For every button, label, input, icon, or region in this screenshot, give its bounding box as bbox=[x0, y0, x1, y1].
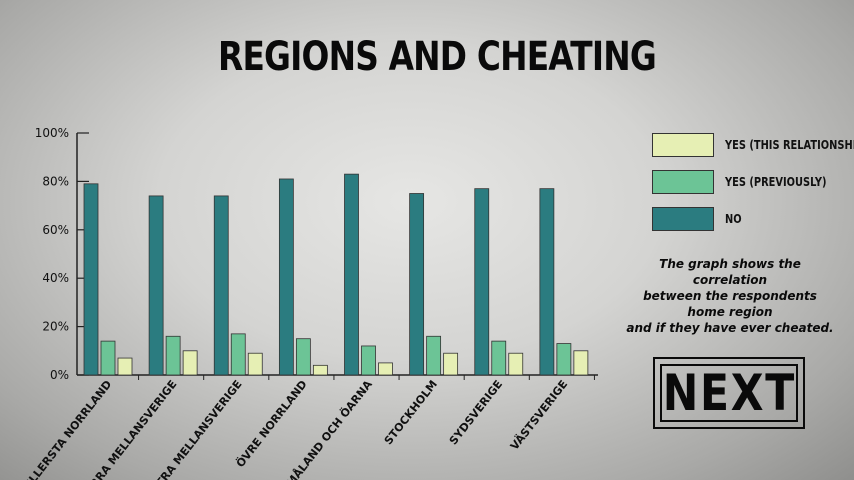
bar bbox=[312, 364, 328, 376]
next-button-label: NEXT bbox=[662, 364, 796, 422]
legend-item-no: NO bbox=[652, 201, 854, 237]
category-label: VÄSTSVERIGE bbox=[507, 377, 570, 452]
bar bbox=[426, 335, 442, 376]
legend-item-this-relationship: YES (THIS RELATIONSHIP) bbox=[652, 127, 854, 163]
bar bbox=[100, 340, 116, 376]
legend-swatch-previously bbox=[652, 170, 714, 194]
category-label: SYDSVERIGE bbox=[447, 378, 505, 448]
bar bbox=[508, 352, 524, 376]
bar bbox=[182, 350, 198, 376]
legend-swatch-no bbox=[652, 207, 714, 231]
legend-label-this-relationship: YES (THIS RELATIONSHIP) bbox=[725, 138, 854, 152]
chart-caption: The graph shows the correlation between … bbox=[626, 257, 834, 335]
legend-item-previously: YES (PREVIOUSLY) bbox=[652, 164, 854, 200]
bar bbox=[230, 333, 246, 376]
bar bbox=[443, 352, 459, 376]
bar bbox=[278, 178, 294, 376]
bar bbox=[361, 345, 376, 376]
legend-label-no: NO bbox=[725, 212, 742, 226]
y-tick-label: 60% bbox=[42, 223, 69, 237]
bar bbox=[556, 343, 572, 376]
category-label: ÖVRE NORRLAND bbox=[233, 377, 310, 470]
bar bbox=[491, 340, 507, 376]
next-button[interactable]: NEXT bbox=[653, 357, 805, 429]
bar bbox=[83, 183, 99, 376]
legend-label-previously: YES (PREVIOUSLY) bbox=[725, 175, 827, 189]
legend: YES (THIS RELATIONSHIP) YES (PREVIOUSLY)… bbox=[652, 127, 854, 238]
bar bbox=[378, 362, 393, 376]
bar bbox=[539, 188, 555, 376]
bar bbox=[117, 357, 133, 376]
bar bbox=[409, 193, 425, 376]
category-label: STOCKHOLM bbox=[382, 378, 440, 447]
bar bbox=[247, 352, 263, 376]
bar bbox=[474, 188, 490, 376]
bar bbox=[148, 195, 164, 376]
bar bbox=[165, 335, 181, 376]
chart-title: REGIONS AND CHEATING bbox=[218, 34, 657, 80]
bar bbox=[295, 338, 311, 376]
next-button-inner-border bbox=[660, 364, 798, 422]
bar bbox=[213, 195, 229, 376]
y-tick-label: 40% bbox=[42, 271, 69, 285]
y-tick-label: 20% bbox=[42, 320, 69, 334]
bar-chart: 0%20%40%60%80%100%MELLERSTA NORRLANDNORR… bbox=[15, 126, 598, 480]
bar bbox=[344, 173, 359, 376]
y-tick-label: 80% bbox=[42, 174, 69, 188]
category-label: MELLERSTA NORRLAND bbox=[15, 378, 114, 480]
legend-swatch-this-relationship bbox=[652, 133, 714, 157]
bar bbox=[573, 350, 589, 376]
y-tick-label: 100% bbox=[35, 126, 69, 140]
y-tick-label: 0% bbox=[50, 368, 69, 382]
